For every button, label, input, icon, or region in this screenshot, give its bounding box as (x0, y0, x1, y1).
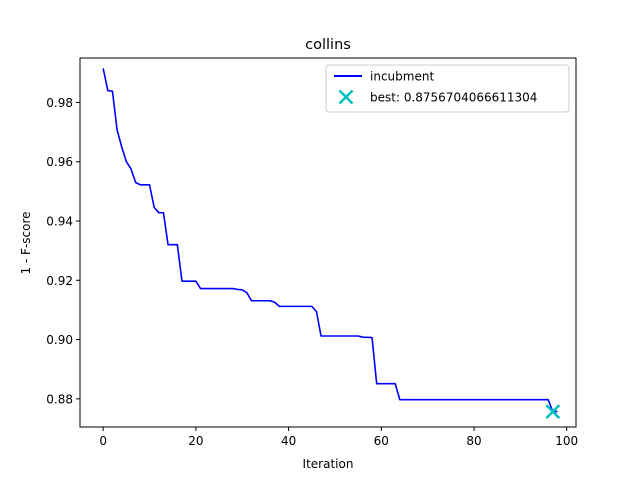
y-tick-label: 0.88 (46, 392, 73, 406)
y-tick-label: 0.94 (46, 215, 73, 229)
legend-best-marker (338, 89, 354, 105)
legend-x-marker (338, 89, 354, 105)
legend-label-incubment: incubment (370, 70, 434, 84)
chart-title: collins (305, 37, 351, 53)
plot-area (102, 68, 561, 420)
x-tick-label: 80 (466, 434, 481, 448)
x-tick-label: 20 (188, 434, 203, 448)
legend-box (325, 64, 570, 113)
y-tick-label: 0.96 (46, 155, 73, 169)
y-tick-label: 0.90 (46, 333, 73, 347)
x-tick-label: 60 (374, 434, 389, 448)
x-tick-label: 100 (555, 434, 578, 448)
y-axis-ticks: 0.88 0.90 0.92 0.94 0.96 0.98 (46, 96, 80, 406)
best-point-marker (545, 404, 561, 420)
y-tick-label: 0.92 (46, 274, 73, 288)
y-tick-label: 0.98 (46, 96, 73, 110)
y-axis-label: 1 - F-score (19, 211, 33, 274)
axes-frame (79, 57, 577, 428)
x-tick-label: 0 (99, 434, 107, 448)
x-axis-label: Iteration (303, 457, 354, 471)
x-axis-ticks: 0 20 40 60 80 100 (99, 427, 578, 448)
legend-label-best: best: 0.8756704066611304 (370, 91, 537, 105)
x-tick-label: 40 (281, 434, 296, 448)
legend: incubment best: 0.8756704066611304 (325, 64, 570, 113)
series-line-incubment (102, 68, 558, 413)
